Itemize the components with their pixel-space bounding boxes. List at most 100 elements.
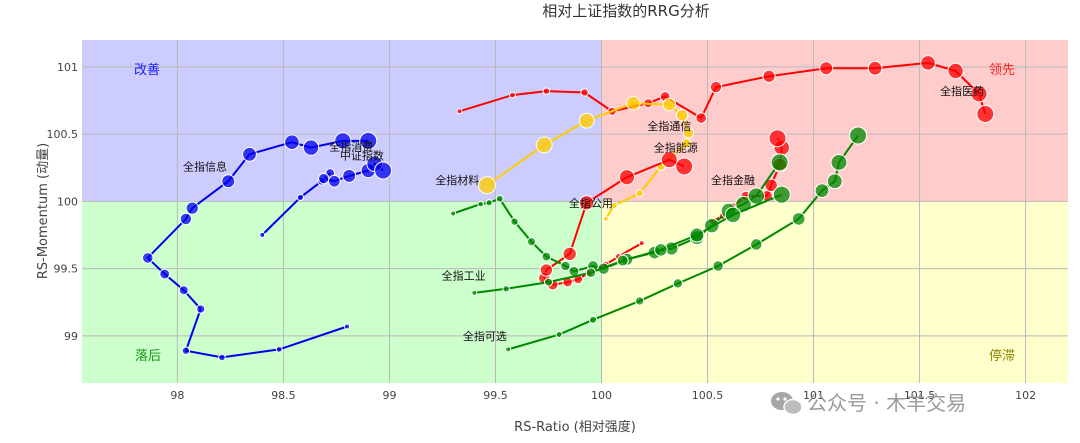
data-point — [681, 138, 692, 149]
data-point — [867, 60, 883, 76]
y-tick-label: 101 — [57, 61, 78, 74]
data-point — [471, 289, 478, 296]
series-全指工业 — [471, 185, 791, 296]
data-point — [675, 109, 689, 122]
series-line — [459, 61, 987, 120]
data-point — [560, 260, 571, 272]
series-全指可选 — [505, 126, 868, 353]
data-point — [334, 132, 352, 150]
data-point — [456, 108, 463, 115]
y-tick-label: 99.5 — [54, 263, 79, 276]
data-point — [610, 201, 618, 209]
series-line — [146, 139, 369, 359]
data-point — [509, 91, 516, 99]
series-label: 全指材料 — [435, 173, 479, 187]
x-tick-label: 100.5 — [692, 389, 724, 402]
series-line — [486, 102, 690, 220]
data-point — [196, 304, 206, 314]
data-point — [616, 254, 629, 267]
x-axis-title: RS-Ratio (相对强度) — [514, 419, 636, 435]
data-point — [579, 195, 595, 211]
data-point — [543, 277, 553, 287]
series-全指通信 — [478, 95, 695, 222]
data-point — [359, 131, 378, 150]
quadrant-weakening — [601, 201, 1068, 383]
data-point — [296, 193, 305, 202]
data-point — [747, 187, 765, 205]
data-point — [284, 134, 300, 151]
data-point — [689, 227, 705, 243]
data-point — [259, 232, 266, 239]
data-point — [562, 246, 577, 262]
series-全指医药 — [456, 55, 995, 124]
quadrant-label-improving: 改善 — [134, 62, 160, 78]
data-point — [947, 62, 964, 80]
data-point — [535, 136, 553, 154]
data-point — [826, 173, 843, 190]
data-point — [585, 267, 597, 278]
data-point — [178, 285, 189, 296]
data-point — [526, 237, 537, 247]
series-label: 全指通信 — [647, 119, 691, 133]
tick-labels: 98 98.5 99 99.5 100 100.5 101 101.5 102 99 99.5 100… — [47, 61, 1037, 402]
data-point — [712, 260, 724, 272]
chart-title: 相对上证指数的RRG分析 — [542, 2, 709, 20]
series-label: 全指金融 — [711, 173, 755, 187]
series-label: 全指医药 — [940, 84, 984, 98]
quadrant-label-leading: 领先 — [989, 63, 1015, 78]
data-point — [181, 346, 191, 355]
x-tick-label: 101.5 — [904, 389, 936, 402]
data-point — [485, 199, 493, 207]
data-point — [750, 238, 763, 251]
data-point — [654, 243, 668, 257]
series-trails — [141, 55, 995, 362]
data-point — [849, 126, 868, 145]
x-tick-label: 99 — [382, 389, 396, 402]
data-point — [920, 55, 936, 71]
data-point — [814, 183, 830, 199]
data-point — [374, 161, 393, 180]
data-point — [675, 157, 694, 176]
quadrant-label-weakening: 停滞 — [989, 348, 1015, 364]
data-point — [318, 172, 330, 185]
grid-lines — [82, 40, 1068, 383]
data-point — [495, 194, 504, 203]
data-point — [478, 176, 497, 195]
wechat-icon — [771, 392, 803, 416]
data-point — [302, 139, 320, 156]
x-tick-label: 99.5 — [483, 389, 508, 402]
watermark: 公众号 · 木羊交易 — [771, 391, 966, 416]
data-point — [185, 201, 199, 215]
data-point — [772, 185, 791, 204]
y-tick-label: 99 — [64, 330, 78, 343]
data-point — [159, 268, 171, 280]
data-point — [588, 315, 598, 324]
data-point — [218, 353, 226, 362]
data-point — [555, 331, 563, 339]
y-axis-title: RS-Momentum (动量) — [36, 143, 51, 279]
y-tick-label: 100 — [57, 195, 78, 208]
data-point — [242, 146, 257, 162]
data-point — [660, 151, 678, 169]
data-point — [141, 252, 154, 264]
y-tick-label: 100.5 — [47, 128, 79, 141]
series-label: 全指公用 — [569, 196, 613, 210]
data-point — [791, 212, 806, 226]
data-point — [682, 127, 695, 139]
x-tick-label: 100 — [591, 389, 612, 402]
data-point — [819, 61, 834, 76]
series-label: 全指可选 — [463, 329, 507, 343]
data-point — [976, 104, 995, 123]
data-point — [477, 200, 484, 208]
data-point — [221, 174, 236, 189]
data-point — [450, 210, 457, 217]
data-point — [505, 346, 512, 353]
data-point — [635, 296, 645, 306]
data-point — [275, 345, 283, 353]
quadrant-lagging — [82, 201, 602, 383]
data-point — [327, 174, 341, 188]
quadrant-label-lagging: 落后 — [135, 349, 161, 364]
